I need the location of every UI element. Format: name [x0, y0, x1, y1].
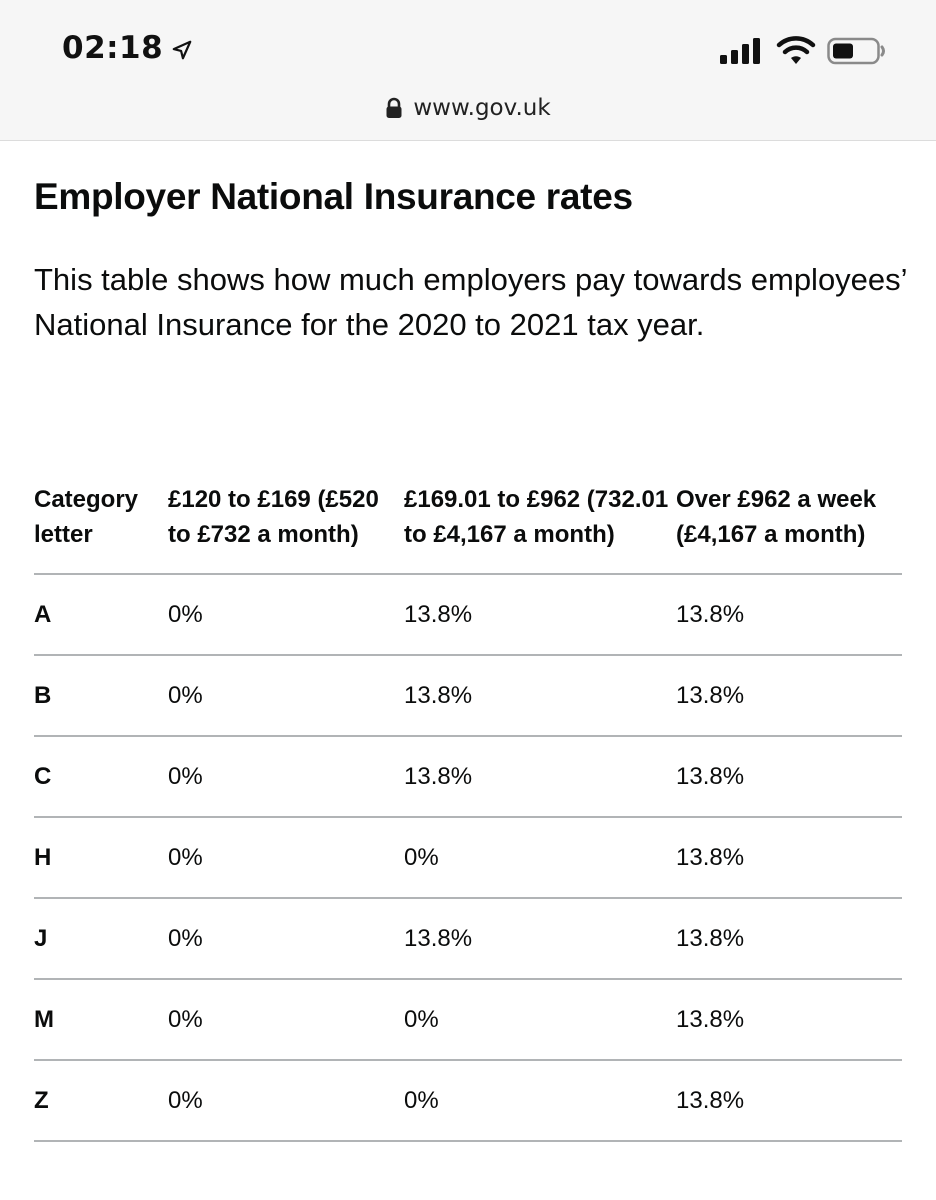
rate-cell-main: 0%	[404, 1060, 676, 1142]
table-row: Z 0% 0% 13.8%	[34, 1060, 902, 1142]
category-letter-cell: B	[34, 655, 168, 737]
rate-cell-main: 13.8%	[404, 574, 676, 656]
rate-cell-upper: 13.8%	[676, 574, 902, 656]
wifi-icon	[776, 36, 816, 64]
table-header-row: Category letter £120 to £169 (£520 to £7…	[34, 482, 902, 575]
url-text: www.gov.uk	[413, 95, 551, 121]
category-letter-cell: H	[34, 817, 168, 899]
rate-cell-upper: 13.8%	[676, 817, 902, 899]
header-band-upper: Over £962 a week (£4,167 a month)	[676, 482, 902, 575]
category-letter-cell: M	[34, 979, 168, 1061]
rate-cell-main: 13.8%	[404, 898, 676, 980]
header-band-lower: £120 to £169 (£520 to £732 a month)	[168, 482, 404, 575]
lock-icon	[386, 97, 402, 118]
rate-cell-main: 13.8%	[404, 736, 676, 818]
rate-cell-main: 0%	[404, 979, 676, 1061]
rate-cell-upper: 13.8%	[676, 979, 902, 1061]
rate-cell-main: 0%	[404, 817, 676, 899]
category-letter-cell: A	[34, 574, 168, 656]
browser-top-bar: 02:18 www.gov.uk	[0, 0, 936, 141]
rate-cell-lower: 0%	[168, 817, 404, 899]
table-row: A 0% 13.8% 13.8%	[34, 574, 902, 656]
table-row: C 0% 13.8% 13.8%	[34, 736, 902, 818]
category-letter-cell: Z	[34, 1060, 168, 1142]
rate-cell-lower: 0%	[168, 1060, 404, 1142]
cellular-signal-icon	[720, 38, 760, 64]
rate-cell-lower: 0%	[168, 655, 404, 737]
category-letter-cell: C	[34, 736, 168, 818]
ni-rates-table: Category letter £120 to £169 (£520 to £7…	[34, 482, 902, 1142]
rate-cell-lower: 0%	[168, 979, 404, 1061]
rate-cell-lower: 0%	[168, 898, 404, 980]
table-row: H 0% 0% 13.8%	[34, 817, 902, 899]
header-band-main: £169.01 to £962 (732.01 to £4,167 a mont…	[404, 482, 676, 575]
intro-paragraph: This table shows how much employers pay …	[34, 262, 907, 342]
battery-icon	[827, 37, 885, 65]
rate-cell-lower: 0%	[168, 574, 404, 656]
table-row: M 0% 0% 13.8%	[34, 979, 902, 1061]
page-title: Employer National Insurance rates	[34, 176, 633, 217]
status-time: 02:18	[62, 30, 164, 66]
rate-cell-main: 13.8%	[404, 655, 676, 737]
rate-cell-upper: 13.8%	[676, 736, 902, 818]
rate-cell-upper: 13.8%	[676, 1060, 902, 1142]
address-bar[interactable]: www.gov.uk	[0, 88, 936, 128]
location-arrow-icon	[172, 40, 192, 60]
table-row: J 0% 13.8% 13.8%	[34, 898, 902, 980]
table-row: B 0% 13.8% 13.8%	[34, 655, 902, 737]
rate-cell-lower: 0%	[168, 736, 404, 818]
header-category-letter: Category letter	[34, 482, 168, 575]
category-letter-cell: J	[34, 898, 168, 980]
rate-cell-upper: 13.8%	[676, 655, 902, 737]
rate-cell-upper: 13.8%	[676, 898, 902, 980]
